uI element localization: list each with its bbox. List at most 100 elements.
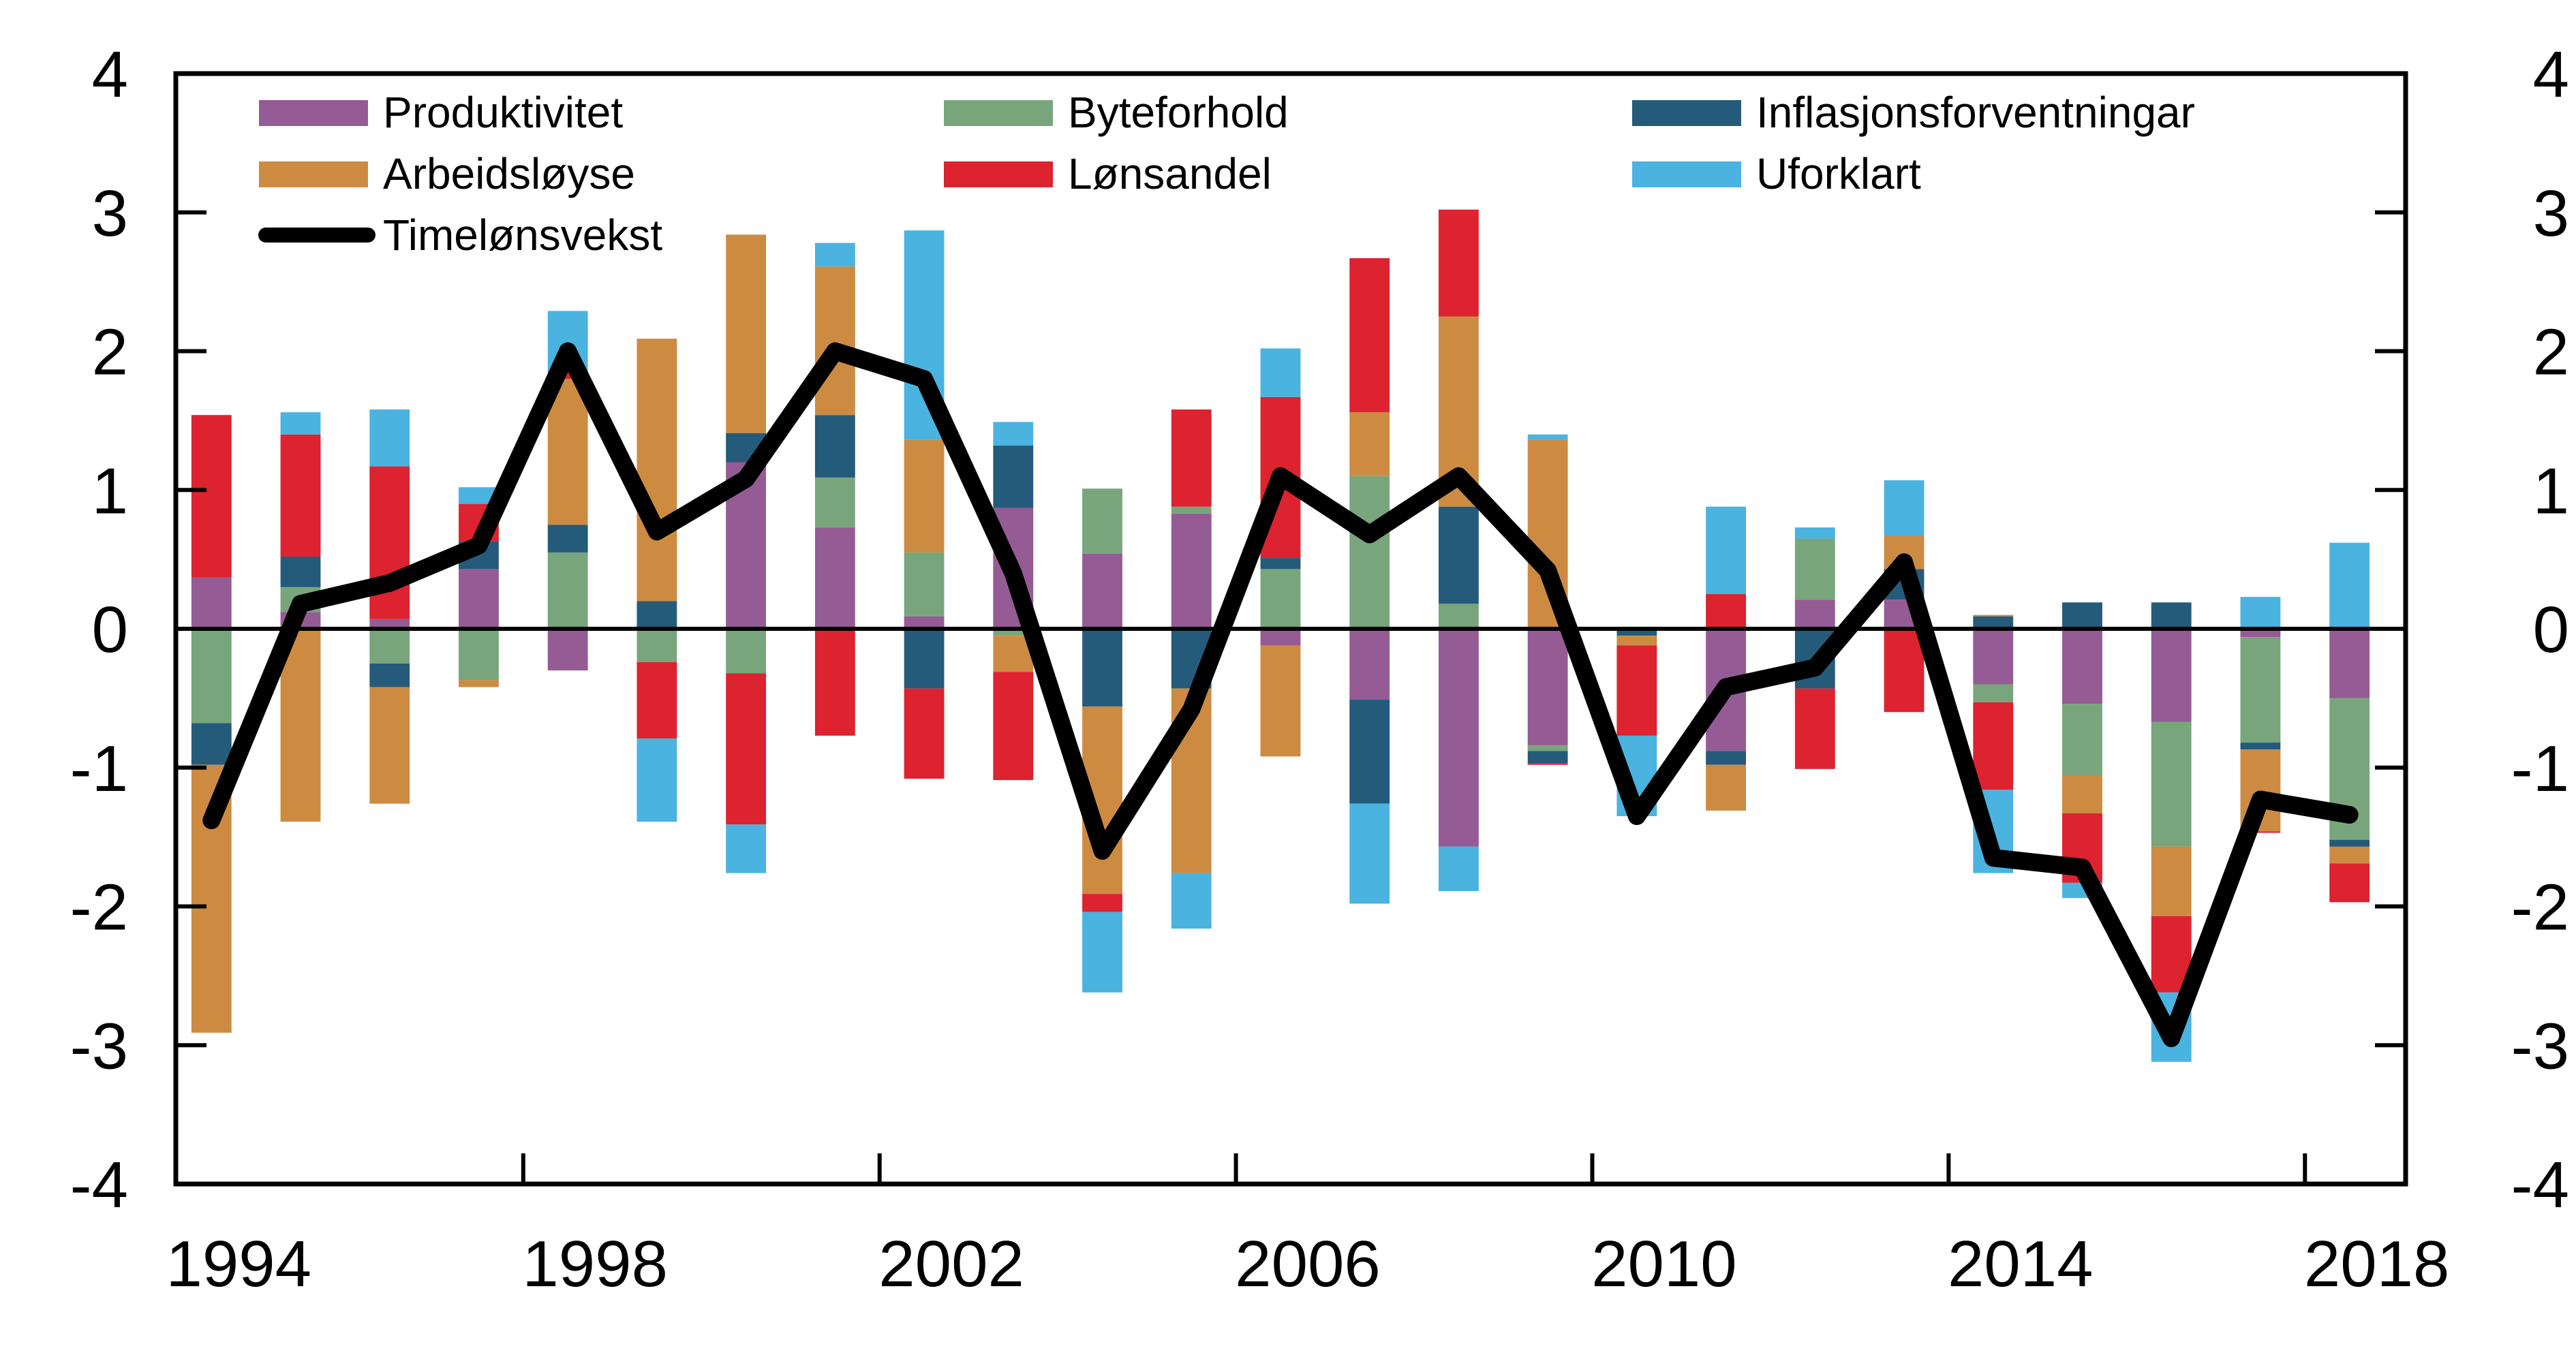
bar-lonsandel-1994 [191,415,232,578]
bar-produktivitet-2018 [2329,629,2370,698]
bar-inflasjonsforventningar-2011 [1706,751,1746,765]
bar-byteforhold-2006 [1260,569,1301,629]
bar-produktivitet-2012 [1794,599,1835,629]
bar-lonsandel-2008 [1439,209,1479,317]
legend-item-lonsandel: Lønsandel [944,149,1272,198]
bar-lonsandel-2003 [993,672,1034,781]
bar-inflasjonsforventningar-2007 [1349,699,1390,804]
bar-uforklart-2017 [2240,597,2281,629]
bar-lonsandel-2017 [2240,831,2281,833]
bar-uforklart-2008 [1439,846,1479,892]
axes-layer: -4 -3 -2 -1 0 1 2 3 4 -4 -3 -2 -1 0 1 2 3 4 1994 1998 2002 20… [70,38,2569,1301]
bar-arbeidsloyse-2002 [904,439,945,552]
legend-item-byteforhold: Byteforhold [944,88,1289,137]
x-tick-label-2002: 2002 [878,1228,1024,1301]
bar-inflasjonsforventningar-2017 [2240,743,2281,750]
bar-arbeidsloyse-2001 [814,266,855,416]
bar-arbeidsloyse-1999 [637,339,677,602]
bar-inflasjonsforventningar-2015 [2062,602,2102,629]
bar-arbeidsloyse-1998 [547,379,588,525]
bar-lonsandel-2004 [1082,894,1122,912]
bar-byteforhold-2001 [814,477,855,528]
legend-label: Inflasjonsforventningar [1756,88,2195,137]
bar-uforklart-2005 [1171,873,1212,929]
bar-produktivitet-2001 [814,527,855,629]
bar-lonsandel-2014 [1973,702,2014,790]
bar-arbeidsloyse-2000 [726,234,767,433]
bar-arbeidsloyse-2014 [1973,614,2014,617]
bar-inflasjonsforventningar-2001 [814,415,855,478]
bar-byteforhold-1999 [637,629,677,662]
legend-label: Uforklart [1756,149,1921,198]
y-tick-label-right: 1 [2533,454,2569,527]
bar-arbeidsloyse-2006 [1260,645,1301,757]
y-tick-label-right: -1 [2511,732,2569,805]
bar-lonsandel-2012 [1794,688,1835,769]
bar-byteforhold-2002 [904,552,945,617]
bar-uforklart-2011 [1706,506,1746,595]
bar-produktivitet-2006 [1260,629,1301,646]
bar-uforklart-2006 [1260,348,1301,397]
bar-arbeidsloyse-2016 [2151,846,2192,916]
bar-byteforhold-2003 [993,629,1034,636]
bar-arbeidsloyse-2018 [2329,846,2370,864]
bar-inflasjonsforventningar-2010 [1616,629,1657,636]
bar-byteforhold-2007 [1349,476,1390,629]
y-tick-label-left: 2 [92,316,128,389]
x-tick-label-2010: 2010 [1591,1228,1737,1301]
legend-label: Timelønsvekst [383,211,662,260]
legend-swatch [944,161,1053,187]
bar-produktivitet-2007 [1349,629,1390,700]
y-tick-label-right: 3 [2533,177,2569,250]
bars-layer [191,209,2370,1062]
bar-arbeidsloyse-2010 [1616,636,1657,646]
legend: Produktivitet Byteforhold Inflasjonsforven… [258,88,2195,260]
bar-produktivitet-2015 [2062,629,2102,704]
bar-produktivitet-2017 [2240,629,2281,638]
bar-produktivitet-2016 [2151,629,2192,722]
y-tick-label-left: -1 [70,732,128,805]
y-tick-label-right: 0 [2533,593,2569,666]
legend-label: Arbeidsløyse [383,149,635,198]
y-tick-label-right: -2 [2511,871,2569,944]
legend-item-timelonsvekst: Timelønsvekst [258,211,662,260]
legend-item-uforklart: Uforklart [1632,149,1921,198]
bar-inflasjonsforventningar-2004 [1082,629,1122,707]
bar-uforklart-2007 [1349,803,1390,904]
bar-uforklart-2004 [1082,912,1122,993]
y-tick-label-left: -2 [70,871,128,944]
bar-lonsandel-2000 [726,673,767,825]
bar-byteforhold-2008 [1439,604,1479,629]
bar-lonsandel-2001 [814,629,855,736]
bar-uforklart-2018 [2329,542,2370,629]
bar-lonsandel-1998 [547,372,588,379]
bar-produktivitet-2005 [1171,513,1212,629]
bar-uforklart-2012 [1794,527,1835,539]
bar-inflasjonsforventningar-1996 [369,663,410,687]
bar-produktivitet-1997 [459,569,499,629]
bar-uforklart-2001 [814,243,855,267]
bar-byteforhold-2017 [2240,637,2281,743]
bar-inflasjonsforventningar-1999 [637,601,677,629]
bar-produktivitet-2009 [1527,629,1568,746]
bar-inflasjonsforventningar-2018 [2329,839,2370,847]
bar-uforklart-1995 [280,412,321,435]
y-tick-label-right: -3 [2511,1010,2569,1083]
bar-uforklart-2009 [1527,434,1568,440]
legend-item-produktivitet: Produktivitet [259,88,623,137]
bar-byteforhold-2016 [2151,721,2192,847]
bar-byteforhold-2004 [1082,488,1122,554]
bar-lonsandel-2010 [1616,645,1657,736]
legend-label: Lønsandel [1068,149,1272,198]
bar-byteforhold-2015 [2062,704,2102,776]
x-tick-label-1994: 1994 [166,1228,312,1301]
bar-uforklart-2000 [726,824,767,873]
bar-lonsandel-1995 [280,434,321,557]
bar-arbeidsloyse-1995 [280,629,321,822]
bar-lonsandel-1996 [369,466,410,619]
bar-lonsandel-2002 [904,688,945,779]
y-tick-label-right: 2 [2533,316,2569,389]
bar-produktivitet-1994 [191,577,232,629]
bar-inflasjonsforventningar-1995 [280,557,321,587]
